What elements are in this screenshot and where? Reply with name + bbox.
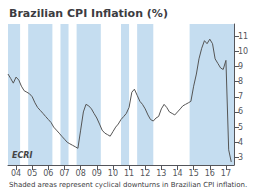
svg-text:09: 09 xyxy=(92,169,102,178)
svg-text:08: 08 xyxy=(76,169,86,178)
svg-text:15: 15 xyxy=(189,169,199,178)
svg-text:7: 7 xyxy=(238,92,243,101)
svg-text:8: 8 xyxy=(238,77,243,86)
svg-text:Shaded areas represent cyclica: Shaded areas represent cyclical downturn… xyxy=(9,181,247,189)
svg-text:6: 6 xyxy=(238,107,243,116)
svg-text:Brazilian CPI Inflation (%): Brazilian CPI Inflation (%) xyxy=(9,7,168,20)
svg-text:06: 06 xyxy=(43,169,53,178)
svg-text:9: 9 xyxy=(238,62,243,71)
svg-text:ECRI: ECRI xyxy=(12,151,32,160)
svg-text:17: 17 xyxy=(221,169,231,178)
svg-text:5: 5 xyxy=(238,123,243,132)
svg-text:10: 10 xyxy=(238,47,248,56)
svg-text:14: 14 xyxy=(172,169,182,178)
svg-text:3: 3 xyxy=(238,153,243,162)
svg-text:05: 05 xyxy=(27,169,37,178)
svg-text:4: 4 xyxy=(238,138,243,147)
svg-text:12: 12 xyxy=(140,169,150,178)
svg-text:04: 04 xyxy=(11,169,21,178)
svg-text:10: 10 xyxy=(108,169,118,178)
svg-text:11: 11 xyxy=(238,32,248,41)
svg-text:11: 11 xyxy=(124,169,134,178)
svg-text:07: 07 xyxy=(59,169,69,178)
svg-text:13: 13 xyxy=(156,169,166,178)
svg-text:16: 16 xyxy=(205,169,215,178)
